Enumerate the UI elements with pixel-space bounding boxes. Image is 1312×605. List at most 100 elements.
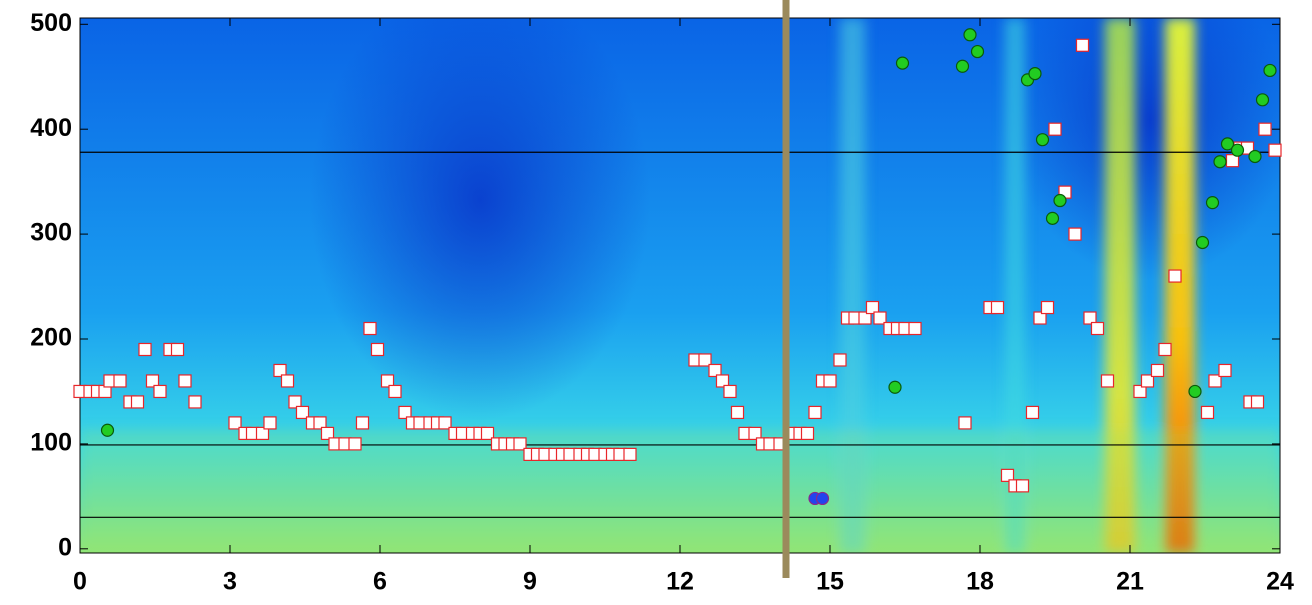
square-marker — [370, 342, 385, 357]
square-marker — [178, 374, 192, 388]
circle-marker — [100, 423, 115, 437]
square-marker — [1258, 122, 1272, 136]
square-marker — [1100, 374, 1115, 388]
circle-marker — [1263, 63, 1277, 78]
y-tick-label: 400 — [30, 114, 72, 142]
square-marker — [908, 321, 922, 336]
square-marker — [1208, 374, 1222, 388]
square-marker — [698, 353, 712, 367]
square-marker — [1090, 321, 1105, 336]
square-marker — [1200, 405, 1215, 420]
x-tick-label: 9 — [523, 568, 537, 596]
square-marker — [833, 353, 847, 367]
circle-marker — [963, 28, 977, 42]
circle-marker — [888, 380, 902, 394]
square-marker — [388, 384, 402, 399]
x-tick-label: 0 — [73, 568, 87, 596]
square-marker — [1158, 342, 1172, 357]
circle-marker — [1220, 137, 1235, 151]
square-marker — [800, 426, 815, 441]
square-marker — [273, 363, 287, 378]
square-marker — [623, 447, 637, 461]
square-marker — [1068, 227, 1082, 241]
x-tick-label: 6 — [373, 568, 387, 596]
square-marker — [1015, 479, 1030, 493]
square-marker — [255, 426, 270, 441]
circle-marker — [1230, 143, 1245, 157]
square-marker — [1083, 311, 1097, 325]
x-tick-label: 15 — [816, 568, 844, 596]
heatmap — [80, 18, 1280, 553]
square-marker — [363, 321, 377, 336]
square-marker — [398, 405, 412, 420]
square-marker — [380, 374, 395, 388]
square-marker — [1133, 384, 1147, 399]
square-marker — [513, 437, 527, 451]
square-marker — [723, 384, 737, 399]
square-marker — [873, 311, 887, 325]
square-marker — [858, 311, 872, 325]
square-marker — [170, 342, 185, 357]
circle-marker — [1053, 193, 1067, 208]
square-marker — [1268, 143, 1282, 157]
square-marker — [958, 416, 972, 430]
square-marker — [808, 405, 822, 420]
square-marker — [1033, 311, 1047, 325]
circle-marker — [1255, 93, 1270, 107]
square-marker — [113, 374, 127, 388]
circle-marker — [970, 44, 985, 59]
x-tick-label: 21 — [1116, 568, 1144, 596]
square-marker — [188, 395, 202, 409]
square-marker — [1140, 374, 1155, 388]
square-marker — [1150, 363, 1165, 378]
square-marker — [708, 363, 722, 378]
y-tick-label: 0 — [58, 533, 72, 561]
square-marker — [1075, 38, 1090, 52]
y-tick-label: 300 — [30, 219, 72, 247]
square-marker — [153, 384, 167, 399]
square-marker — [1168, 269, 1182, 283]
square-marker — [1025, 405, 1040, 420]
square-marker — [355, 416, 370, 430]
circle-marker — [1205, 196, 1220, 210]
x-tick-label: 24 — [1266, 568, 1294, 596]
square-marker — [263, 416, 277, 430]
square-marker — [138, 342, 152, 357]
square-marker — [145, 374, 160, 388]
square-marker — [748, 426, 762, 441]
circle-marker — [1028, 66, 1042, 81]
square-marker — [320, 426, 335, 441]
circle-marker — [895, 56, 910, 70]
circle-marker — [1248, 149, 1262, 164]
circle-marker — [1188, 384, 1202, 399]
square-marker — [823, 374, 837, 388]
circle-marker — [1213, 155, 1227, 169]
square-marker — [1250, 395, 1265, 409]
x-tick-label: 12 — [666, 568, 694, 596]
circle-marker — [815, 491, 830, 506]
square-marker — [228, 416, 242, 430]
y-tick-label: 500 — [30, 9, 72, 37]
x-tick-label: 3 — [223, 568, 237, 596]
square-marker — [715, 374, 730, 388]
circle-marker — [955, 59, 970, 73]
square-marker — [438, 416, 452, 430]
x-tick-label: 18 — [966, 568, 994, 596]
square-marker — [1040, 300, 1055, 315]
square-marker — [990, 300, 1005, 315]
square-marker — [730, 405, 745, 420]
square-marker — [130, 395, 145, 409]
square-marker — [288, 395, 302, 409]
square-marker — [865, 300, 880, 315]
circle-marker — [1035, 133, 1050, 147]
square-marker — [1000, 468, 1015, 482]
circle-marker — [1195, 235, 1210, 250]
square-marker — [1048, 122, 1062, 136]
circle-marker — [1045, 211, 1060, 225]
square-marker — [280, 374, 295, 388]
y-tick-label: 200 — [30, 324, 72, 352]
square-marker — [348, 437, 362, 451]
y-tick-label: 100 — [30, 429, 72, 457]
square-marker — [480, 426, 495, 441]
